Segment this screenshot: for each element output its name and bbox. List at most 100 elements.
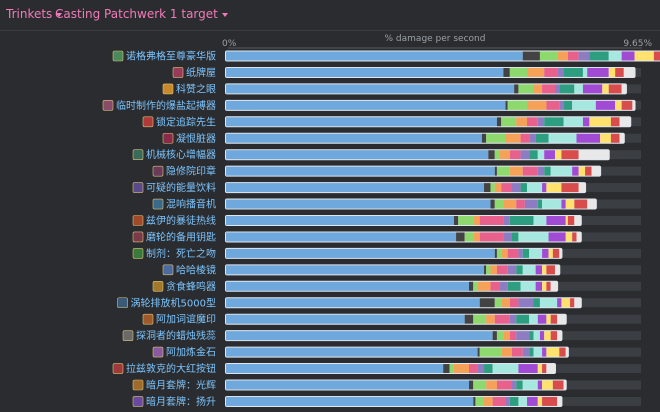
bar-segment (589, 51, 609, 61)
bar-segment (623, 67, 635, 77)
chart-row[interactable]: 哈哈棱镜 (162, 263, 641, 276)
bar-segment (565, 199, 575, 209)
bar-segment (475, 396, 485, 406)
chart-row[interactable]: 科赞之眼 (162, 82, 641, 95)
bar-segment (520, 281, 536, 291)
chart-row[interactable]: 凝恨脏器 (162, 132, 641, 145)
chart-row[interactable]: 诺格弗格至尊豪华版 (112, 50, 660, 63)
bar-segment (511, 232, 519, 242)
trinket-name[interactable]: 贪食蜂鸣器 (166, 280, 216, 293)
bar-segment (522, 380, 538, 390)
chart-row[interactable]: 可疑的能量饮料 (132, 181, 641, 194)
bar-segment (473, 281, 478, 291)
bar-segment (621, 100, 633, 110)
bar-segment (477, 364, 485, 374)
trinket-icon (162, 83, 174, 95)
bar-segment (226, 100, 506, 110)
trinket-name[interactable]: 混响播音机 (166, 198, 216, 211)
trinket-name[interactable]: 制剂：死亡之吻 (146, 247, 216, 260)
trinket-name[interactable]: 隐修院印章 (166, 165, 216, 178)
trinket-dps-chart: 0% % damage per second 9.65% 诺格弗格至尊豪华版纸牌… (102, 34, 660, 408)
bar-segment (226, 396, 474, 406)
bar-segment (544, 117, 564, 127)
trinkets-dropdown[interactable]: Trinkets (6, 7, 63, 21)
chart-row[interactable]: 涡轮排放机5000型 (117, 296, 641, 309)
bar-segment (226, 150, 489, 160)
bar-segment (537, 150, 545, 160)
bar-segment (574, 84, 583, 94)
chart-row[interactable]: 阿加炼金石 (152, 346, 641, 359)
chart-row[interactable]: 阿加词谊魔印 (142, 313, 641, 326)
bar-segment (486, 133, 506, 143)
chart-row[interactable]: 隐修院印章 (152, 165, 641, 178)
trinket-name[interactable]: 哈哈棱镜 (176, 263, 216, 276)
trinket-name[interactable]: 凝恨脏器 (176, 132, 216, 145)
trinket-name[interactable]: 阿加词谊魔印 (156, 313, 216, 326)
trinket-name[interactable]: 暗月套牌：光辉 (146, 379, 216, 392)
bar-segment (544, 331, 551, 341)
chevron-down-icon (221, 12, 228, 17)
bar-segment (484, 364, 493, 374)
trinket-name[interactable]: 可疑的能量饮料 (146, 181, 216, 194)
bar-segment (226, 84, 515, 94)
chart-row[interactable]: 拉兹敦克的大红按钮 (112, 362, 641, 375)
chart-row[interactable]: 锁定追踪先生 (142, 115, 641, 128)
trinket-icon (172, 67, 184, 78)
chart-row[interactable]: 机械核心增幅器 (132, 148, 641, 161)
trinket-name[interactable]: 诺格弗格至尊豪华版 (126, 50, 216, 63)
chart-row[interactable]: 临时制作的爆盐起搏器 (102, 99, 641, 112)
bar-segment (546, 183, 562, 193)
bar-segment (634, 51, 654, 61)
bar-segment (522, 51, 540, 61)
trinket-name[interactable]: 暗月套牌：扬升 (146, 395, 216, 408)
trinket-name[interactable]: 磨轮的备用钥匙 (146, 230, 216, 243)
bar-segment (473, 232, 480, 242)
bar-segment (561, 298, 571, 308)
chart-row[interactable]: 探洞者的蜡烛残蕊 (122, 329, 641, 342)
bar-segment (492, 364, 519, 374)
bar-segment (529, 150, 538, 160)
bar-segment (520, 183, 528, 193)
trinket-name[interactable]: 临时制作的爆盐起搏器 (116, 99, 216, 112)
trinket-name[interactable]: 科赞之眼 (176, 82, 216, 95)
x-axis-label: % damage per second (385, 34, 486, 44)
trinket-icon (132, 396, 144, 407)
bar-segment (559, 100, 564, 110)
bar-segment (509, 331, 517, 341)
trinket-name[interactable]: 阿加炼金石 (166, 346, 216, 359)
bar-segment (578, 166, 586, 176)
bar-segment (557, 314, 566, 324)
bar-segment (522, 248, 530, 258)
trinket-name[interactable]: 兹伊的暴徒热线 (146, 214, 216, 227)
bar-segment (520, 133, 530, 143)
bar-segment (226, 265, 485, 275)
trinket-name[interactable]: 机械核心增幅器 (146, 148, 216, 161)
bar-segment (572, 166, 579, 176)
chart-row[interactable]: 磨轮的备用钥匙 (132, 230, 641, 243)
bar-segment (559, 248, 562, 258)
trinket-name[interactable]: 纸牌屋 (186, 66, 216, 79)
chart-row[interactable]: 制剂：死亡之吻 (132, 247, 641, 260)
trinket-name[interactable]: 探洞者的蜡烛残蕊 (136, 329, 216, 342)
bar-segment (572, 232, 577, 242)
bar-segment (576, 133, 601, 143)
bar-segment (449, 364, 454, 374)
trinket-name[interactable]: 拉兹敦克的大红按钮 (126, 362, 216, 375)
bar-segment (516, 380, 523, 390)
bar-segment (494, 298, 502, 308)
bar-segment (546, 281, 551, 291)
trinket-name[interactable]: 涡轮排放机5000型 (131, 296, 216, 309)
chart-row[interactable]: 贪食蜂鸣器 (152, 280, 641, 293)
bar-segment (494, 314, 510, 324)
bar-segment (511, 380, 517, 390)
chart-row[interactable]: 纸牌屋 (172, 66, 641, 79)
bar-segment (535, 281, 543, 291)
chart-row[interactable]: 暗月套牌：扬升 (132, 395, 641, 408)
bar-segment (529, 331, 534, 341)
chart-row[interactable]: 暗月套牌：光辉 (132, 379, 641, 392)
chart-row[interactable]: 混响播音机 (152, 198, 641, 211)
chart-row[interactable]: 兹伊的暴徒热线 (132, 214, 641, 227)
encounter-dropdown[interactable]: Casting Patchwerk 1 target (55, 7, 228, 21)
bar-segment (544, 150, 555, 160)
trinket-name[interactable]: 锁定追踪先生 (156, 115, 216, 128)
